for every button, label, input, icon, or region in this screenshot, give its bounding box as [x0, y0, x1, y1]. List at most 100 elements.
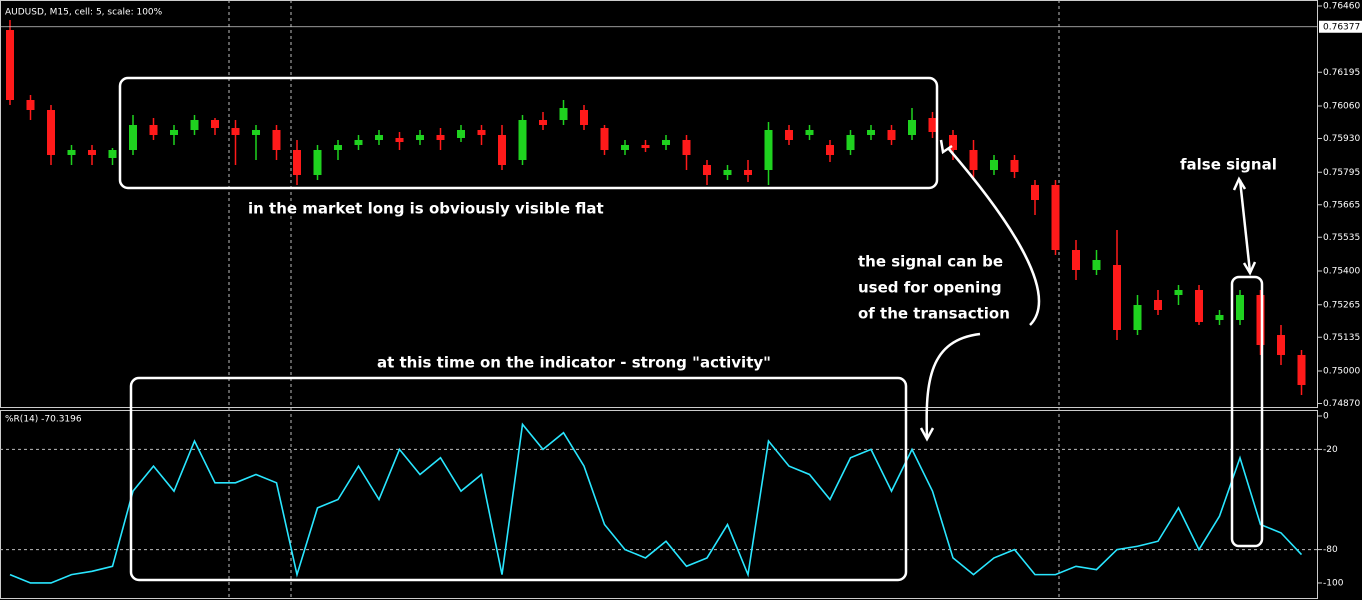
y-tick-label: 0.76195: [1323, 68, 1360, 78]
candle-body: [26, 100, 35, 110]
candle-body: [1133, 305, 1142, 330]
candle-body: [621, 145, 629, 150]
candle-body: [723, 170, 732, 175]
annotation: in the market long is obviously visible …: [248, 200, 604, 218]
candle-body: [928, 118, 937, 132]
annotation: used for opening: [858, 279, 1002, 297]
current-price-box: [1319, 20, 1362, 33]
candle-body: [1154, 300, 1162, 310]
vertical-grid: [228, 0, 1060, 598]
candle-body: [518, 120, 527, 160]
y-tick-label: 0: [1323, 412, 1329, 422]
y-tick-label: -80: [1323, 545, 1338, 555]
candle-body: [354, 140, 363, 145]
y-tick-label: -100: [1323, 578, 1344, 588]
y-tick-label: 0.75000: [1323, 367, 1360, 377]
annotation: of the transaction: [858, 305, 1010, 323]
candle-body: [703, 165, 711, 175]
y-tick-label: 0.75400: [1323, 267, 1360, 277]
candle-body: [395, 138, 404, 142]
indicator-title: %R(14) -70.3196: [5, 415, 82, 425]
candle-body: [826, 145, 834, 155]
candle-body: [47, 110, 55, 155]
indicator-line: [9, 422, 1303, 584]
candle-body: [416, 135, 424, 140]
y-tick-label: 0.75795: [1323, 168, 1360, 178]
y-tick-label: 0.75665: [1323, 200, 1360, 210]
candle-body: [887, 130, 896, 140]
candle-body: [805, 130, 814, 135]
signal-arrow: [947, 147, 1041, 326]
candle-body: [6, 30, 14, 100]
candle-body: [1092, 260, 1101, 270]
candle-body: [1297, 355, 1306, 385]
candle-body: [272, 130, 281, 150]
candle-body: [1236, 295, 1244, 320]
candle-body: [1051, 185, 1060, 250]
y-tick-label: 0.76460: [1323, 2, 1360, 12]
candle-body: [641, 145, 650, 148]
candle-body: [990, 160, 998, 170]
candle-body: [764, 130, 773, 170]
candle-body: [682, 140, 691, 155]
false-signal-box: [1230, 275, 1264, 548]
candle-body: [1174, 290, 1183, 295]
candle-body: [334, 145, 342, 150]
current-price-label: 0.76377: [1323, 22, 1360, 32]
false-signal-arrow: [1238, 179, 1252, 273]
candle-body: [190, 120, 199, 130]
candle-body: [559, 108, 568, 120]
chart-title: AUDUSD, M15, cell: 5, scale: 100%: [5, 8, 163, 18]
candle-body: [129, 125, 137, 150]
candle-body: [1072, 250, 1080, 270]
candle-body: [846, 135, 855, 150]
y-tick-label: 0.75135: [1323, 333, 1360, 343]
candle-body: [600, 128, 609, 150]
candle-body: [1256, 295, 1265, 345]
candle-body: [293, 150, 301, 175]
candle-body: [867, 130, 875, 135]
candle-body: [1195, 290, 1203, 322]
candle-body: [969, 150, 978, 170]
candle-body: [67, 150, 76, 155]
plot: 0.76460 0.76195 0.76060 0.75930 0.75795 0.756…: [0, 2, 1362, 588]
candle-body: [785, 130, 793, 140]
annotation: at this time on the indicator - strong "…: [377, 354, 771, 372]
candle-body: [1215, 315, 1224, 320]
candle-body: [211, 120, 219, 128]
candle-body: [1113, 265, 1121, 330]
candle-body: [252, 130, 260, 135]
candle-body: [436, 135, 445, 140]
candle-body: [313, 150, 322, 175]
candle-body: [1031, 185, 1039, 200]
candle-body: [908, 120, 916, 135]
candle-body: [88, 150, 96, 155]
annotation: false signal: [1180, 156, 1277, 174]
activity-box: [129, 376, 908, 582]
y-tick-label: 0.75265: [1323, 300, 1360, 310]
flat-box: [118, 76, 939, 190]
annotations: [118, 76, 1264, 582]
candle-body: [457, 130, 465, 138]
candle-body: [170, 130, 178, 135]
candle-body: [1010, 160, 1019, 172]
arrow-head: [919, 427, 935, 442]
y-tick-label: 0.74870: [1323, 399, 1360, 409]
candle-body: [662, 140, 670, 145]
y-tick-label: 0.75930: [1323, 134, 1360, 144]
candle-body: [477, 130, 486, 135]
y-tick-label: 0.75535: [1323, 233, 1360, 243]
main-panel-frame: [0, 0, 1318, 408]
indicator-panel-frame: [0, 410, 1318, 599]
arrow-head: [1232, 176, 1257, 276]
arrow-head: [939, 139, 953, 155]
candle-body: [231, 128, 240, 135]
candle-body: [539, 120, 547, 125]
candle-body: [1277, 335, 1285, 355]
y-tick-label: 0.76060: [1323, 102, 1360, 112]
indicator-arrow: [925, 332, 981, 439]
candle-body: [375, 135, 383, 140]
